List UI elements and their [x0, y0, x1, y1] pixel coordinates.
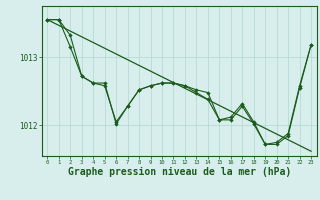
X-axis label: Graphe pression niveau de la mer (hPa): Graphe pression niveau de la mer (hPa): [68, 167, 291, 177]
